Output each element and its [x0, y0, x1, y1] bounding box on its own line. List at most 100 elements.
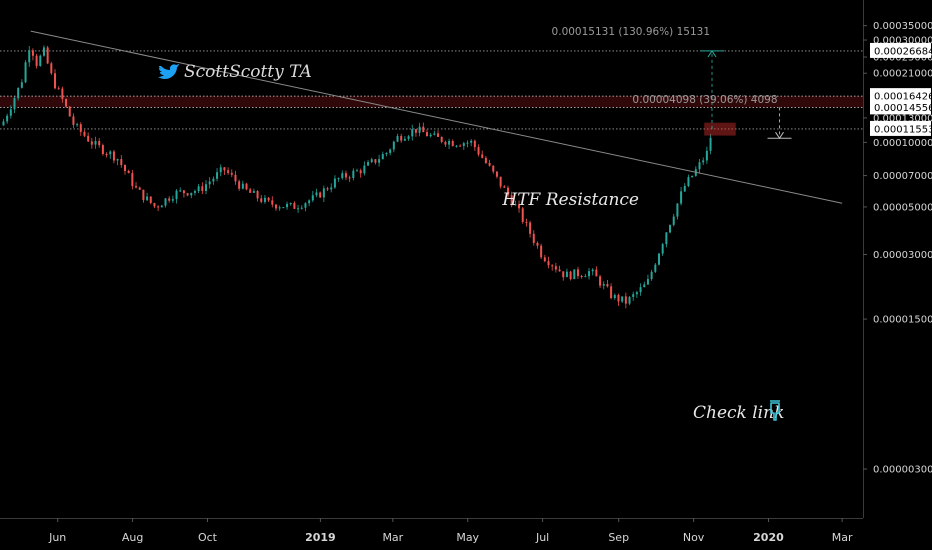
candle-up	[669, 224, 672, 233]
candle-up	[676, 203, 679, 217]
candle-down	[227, 170, 230, 173]
candle-up	[13, 98, 16, 110]
candle-up	[315, 192, 318, 196]
candle-down	[348, 177, 351, 179]
candle-up	[252, 191, 255, 193]
candle-down	[451, 140, 454, 147]
candle-up	[300, 207, 303, 209]
price-label-box	[870, 88, 931, 104]
measure-label: 0.00015131 (130.96%) 15131	[552, 26, 710, 38]
candle-up	[352, 170, 355, 178]
candle-up	[396, 136, 399, 142]
candle-down	[425, 132, 428, 137]
candle-up	[116, 159, 119, 161]
candle-down	[540, 245, 543, 258]
candle-down	[344, 173, 347, 178]
candle-down	[503, 186, 506, 188]
resistance-zone-layer	[0, 96, 863, 108]
candle-up	[333, 178, 336, 188]
candle-up	[654, 264, 657, 272]
candle-up	[448, 140, 451, 145]
candle-up	[691, 175, 694, 178]
candle-up	[297, 208, 300, 210]
candle-down	[182, 190, 185, 194]
candle-down	[105, 154, 108, 156]
candle-down	[293, 203, 296, 209]
y-tick-label: 0.00001500	[873, 315, 932, 326]
y-tick-label: 0.00007000	[873, 171, 932, 182]
candle-down	[506, 187, 509, 196]
candle-down	[492, 165, 495, 172]
candle-up	[650, 271, 653, 280]
candle-up	[337, 178, 340, 180]
candle-down	[186, 193, 189, 196]
twitter-bird-icon	[158, 64, 179, 79]
candle-up	[179, 190, 182, 192]
candle-up	[216, 172, 219, 179]
candle-up	[702, 160, 705, 163]
candle-down	[98, 141, 101, 146]
candle-down	[157, 206, 160, 208]
candle-down	[488, 162, 491, 166]
candle-up	[76, 124, 79, 126]
candle-up	[278, 207, 281, 209]
candle-up	[466, 142, 469, 144]
candle-down	[580, 275, 583, 277]
candle-down	[547, 261, 550, 266]
candle-up	[367, 162, 370, 166]
candle-down	[529, 222, 532, 234]
candle-down	[35, 55, 38, 66]
candle-up	[9, 109, 12, 116]
resistance-zone-label: HTF Resistance	[501, 190, 639, 210]
candle-up	[392, 141, 395, 150]
candle-up	[514, 204, 517, 206]
y-tick-label: 0.00021000	[873, 69, 932, 80]
candle-up	[2, 121, 5, 126]
candle-down	[260, 198, 263, 202]
candle-up	[639, 287, 642, 293]
candle-down	[223, 167, 226, 171]
candle-up	[418, 126, 421, 133]
candle-down	[422, 126, 425, 133]
price-label-box	[870, 42, 931, 58]
y-tick-label: 0.00010000	[873, 138, 932, 149]
candle-up	[455, 145, 458, 147]
candle-down	[481, 154, 484, 158]
candle-up	[370, 159, 373, 163]
candle-down	[112, 151, 115, 161]
price-label: 0.00011553	[874, 124, 932, 135]
candle-up	[286, 203, 289, 208]
candle-down	[595, 269, 598, 277]
y-tick-label: 0.00030000	[873, 36, 932, 47]
candle-down	[238, 181, 241, 189]
candle-up	[6, 115, 9, 122]
candle-up	[363, 165, 366, 174]
x-tick-label: Oct	[198, 531, 218, 544]
candle-down	[437, 133, 440, 137]
candle-up	[643, 284, 646, 288]
measure-layer: 0.00015131 (130.96%) 15131 0.00004098 (39…	[552, 26, 792, 140]
candle-down	[617, 295, 620, 302]
candle-up	[573, 269, 576, 280]
candle-up	[197, 186, 200, 192]
candle-up	[680, 191, 683, 204]
candle-down	[54, 73, 57, 89]
candle-up	[462, 143, 465, 147]
candle-up	[20, 82, 23, 88]
candle-up	[304, 203, 307, 208]
candle-down	[499, 176, 502, 187]
candle-up	[241, 183, 244, 189]
candle-down	[79, 124, 82, 132]
candle-down	[554, 266, 557, 270]
candle-down	[46, 47, 49, 64]
candle-up	[322, 188, 325, 198]
candle-down	[267, 197, 270, 201]
candle-down	[606, 284, 609, 287]
candle-down	[551, 265, 554, 267]
candle-up	[171, 199, 174, 201]
candle-down	[510, 195, 513, 206]
candle-up	[146, 196, 149, 201]
candle-up	[24, 62, 27, 83]
